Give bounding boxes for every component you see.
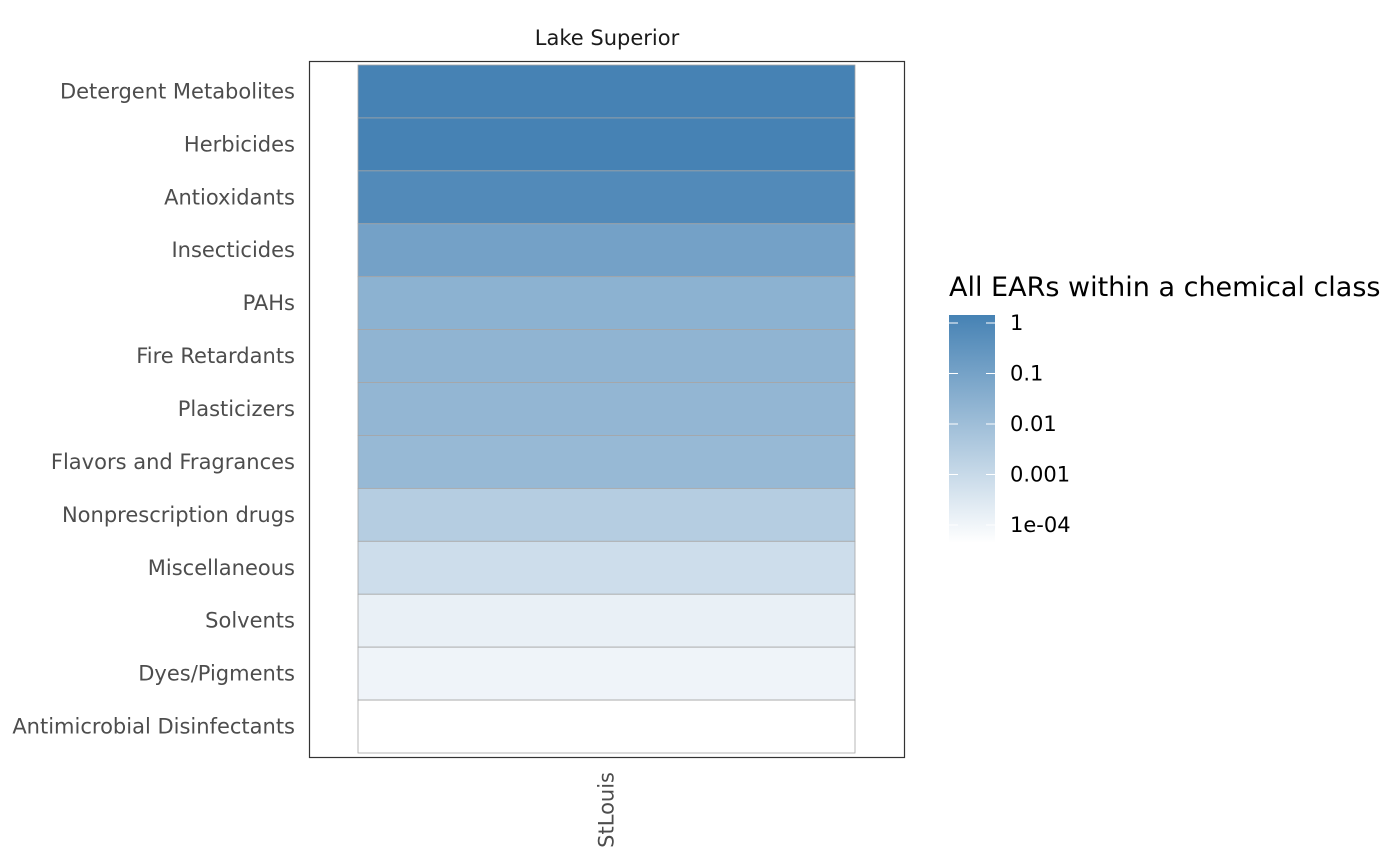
heatmap-cell [357,699,856,754]
legend-title: All EARs within a chemical class [949,272,1380,303]
heatmap-cell [357,646,856,701]
legend-tick-label: 0.1 [1010,362,1043,386]
y-tick-label: Flavors and Fragrances [51,450,295,474]
y-tick-label: PAHs [243,291,295,315]
heatmap-cell [357,329,856,383]
heatmap-cell [357,117,856,172]
y-tick-label: Antimicrobial Disinfectants [12,715,295,739]
y-tick-label: Dyes/Pigments [138,662,295,686]
heatmap-cell [357,487,856,542]
heatmap-cell [357,170,856,225]
heatmap-cell [357,540,856,595]
heatmap-cell [357,223,856,278]
heatmap-cell [357,435,856,489]
y-tick-label: Miscellaneous [148,556,295,580]
legend-tick-label: 0.01 [1010,412,1057,436]
legend: All EARs within a chemical class 1 0.1 0.0… [949,272,1380,543]
y-tick-label: Fire Retardants [136,344,295,368]
y-tick-label: Solvents [205,609,295,633]
heatmap-cell [357,593,856,648]
panel-border [308,60,906,759]
y-tick-label: Detergent Metabolites [60,79,295,103]
x-axis-labels: StLouis [595,772,619,848]
y-axis-labels: Detergent Metabolites Herbicides Antioxida… [12,79,295,738]
heatmap-cell [357,382,856,436]
heatmap-cells [357,64,856,754]
y-tick-label: Antioxidants [164,185,295,209]
y-tick-label: Nonprescription drugs [62,503,295,527]
legend-tick-label: 0.001 [1010,463,1070,487]
legend-tick-label: 1e-04 [1010,513,1071,537]
legend-colorbar [949,315,995,543]
y-tick-label: Insecticides [171,238,295,262]
facet-title: Lake Superior [535,26,680,50]
y-tick-label: Plasticizers [178,397,295,421]
heatmap-cell [357,276,856,331]
heatmap-cell [357,64,856,119]
x-tick-label: StLouis [595,772,619,848]
legend-ticks: 1 0.1 0.01 0.001 1e-04 [949,311,1071,537]
legend-tick-label: 1 [1010,311,1023,335]
y-tick-label: Herbicides [184,132,295,156]
